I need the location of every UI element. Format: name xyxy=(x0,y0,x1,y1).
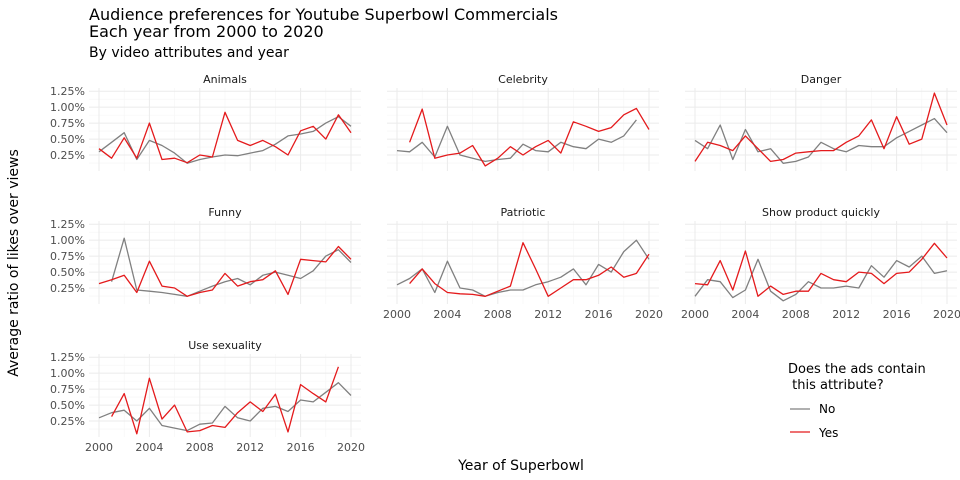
y-tick-label: 0.25% xyxy=(50,415,85,428)
x-tick-label: 2016 xyxy=(585,308,613,321)
x-tick-label: 2004 xyxy=(731,308,759,321)
legend-title-line1: Does the ads contain xyxy=(788,362,926,377)
panel-title: Use sexuality xyxy=(188,339,262,352)
y-tick-label: 1.25% xyxy=(50,351,85,364)
panel-title: Funny xyxy=(208,206,242,219)
panel-funny: Funny 0.25% 0.50% 0.75% 1.00% 1.25% xyxy=(50,206,361,304)
series-line-yes xyxy=(98,111,352,164)
x-tick-label: 2000 xyxy=(85,441,113,454)
x-tick-label: 2016 xyxy=(287,441,315,454)
series-line-no xyxy=(694,255,948,302)
y-axis-label: Average ratio of likes over views xyxy=(6,149,22,377)
panel-title: Show product quickly xyxy=(762,206,880,219)
y-tick-label: 0.75% xyxy=(50,383,85,396)
panel-celebrity: Celebrity xyxy=(387,73,659,171)
legend-label-no: No xyxy=(819,402,835,416)
panel-danger: Danger xyxy=(685,73,957,171)
legend-label-yes: Yes xyxy=(818,426,838,440)
y-tick-label: 1.25% xyxy=(50,85,85,98)
y-tick-label: 0.25% xyxy=(50,282,85,295)
y-tick-label: 0.25% xyxy=(50,149,85,162)
series-line-yes xyxy=(694,92,948,163)
x-tick-label: 2020 xyxy=(933,308,960,321)
series-line-no xyxy=(98,116,352,164)
panel-patriotic: Patriotic 2000 2004 2008 2012 2016 2020 xyxy=(383,206,663,321)
x-tick-label: 2000 xyxy=(383,308,411,321)
x-tick-label: 2004 xyxy=(135,441,163,454)
series-line-yes xyxy=(408,107,650,167)
y-tick-label: 0.50% xyxy=(50,399,85,412)
legend-title-line2: this attribute? xyxy=(788,378,884,393)
legend: Does the ads contain this attribute? No … xyxy=(788,362,926,440)
x-tick-label: 2020 xyxy=(337,441,365,454)
panel-title: Animals xyxy=(203,73,247,86)
y-tick-label: 1.00% xyxy=(50,367,85,380)
chart-subtitle: By video attributes and year xyxy=(89,45,289,61)
x-tick-label: 2020 xyxy=(635,308,663,321)
x-tick-label: 2008 xyxy=(782,308,810,321)
series-line-yes xyxy=(111,366,340,435)
x-axis-label: Year of Superbowl xyxy=(457,458,584,474)
chart-title-line2: Each year from 2000 to 2020 xyxy=(89,22,324,41)
x-tick-label: 2008 xyxy=(484,308,512,321)
panel-title: Celebrity xyxy=(498,73,548,86)
x-tick-label: 2004 xyxy=(433,308,461,321)
series-line-yes xyxy=(98,245,352,297)
panel-title: Patriotic xyxy=(501,206,546,219)
y-tick-label: 0.50% xyxy=(50,266,85,279)
facet-panels: Animals 0.25% 0.50% 0.75% 1.00% 1.25% Celebrit… xyxy=(50,73,960,454)
x-tick-label: 2012 xyxy=(832,308,860,321)
y-tick-label: 0.50% xyxy=(50,133,85,146)
y-tick-label: 1.00% xyxy=(50,234,85,247)
panel-use-sexuality: Use sexuality 0.25% 0.50% 0.75% 1.00% 1.25% 20… xyxy=(50,339,365,454)
series-line-yes xyxy=(694,242,948,297)
x-tick-label: 2016 xyxy=(883,308,911,321)
x-tick-label: 2008 xyxy=(186,441,214,454)
x-tick-label: 2000 xyxy=(681,308,709,321)
series-line-yes xyxy=(409,242,650,297)
chart-title-line1: Audience preferences for Youtube Superbo… xyxy=(89,5,558,24)
panel-show-product-quickly: Show product quickly 2000 2004 2008 2012 2016… xyxy=(681,206,960,321)
x-tick-label: 2012 xyxy=(236,441,264,454)
y-tick-label: 1.00% xyxy=(50,101,85,114)
y-tick-label: 0.75% xyxy=(50,117,85,130)
x-tick-label: 2012 xyxy=(534,308,562,321)
y-tick-label: 1.25% xyxy=(50,218,85,231)
panel-animals: Animals 0.25% 0.50% 0.75% 1.00% 1.25% xyxy=(50,73,361,171)
panel-title: Danger xyxy=(801,73,842,86)
y-tick-label: 0.75% xyxy=(50,250,85,263)
